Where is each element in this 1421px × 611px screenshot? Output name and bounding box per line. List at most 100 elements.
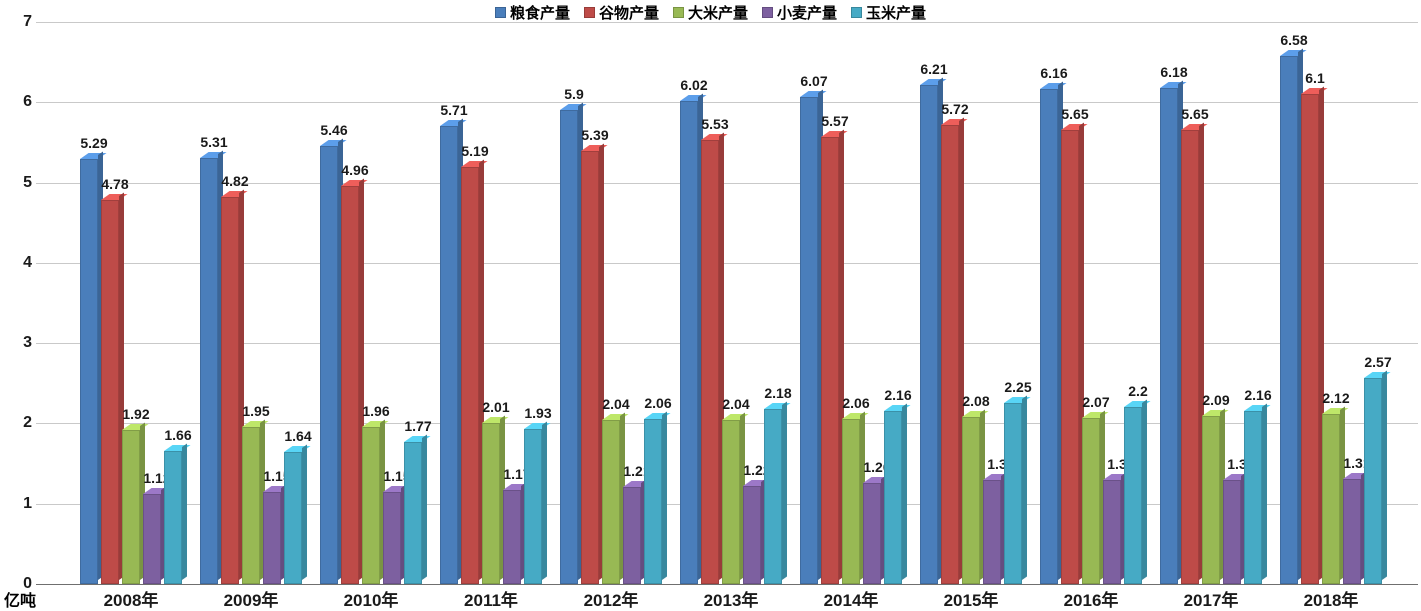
bar (200, 158, 218, 584)
legend-item: 玉米产量 (851, 2, 926, 23)
bar (383, 492, 401, 584)
plot-area: 012345675.294.781.921.121.665.314.821.95… (36, 22, 1418, 584)
bar-value-label: 1.96 (362, 403, 389, 419)
legend-label: 玉米产量 (866, 2, 926, 23)
bar (1004, 403, 1022, 584)
bar-value-label: 5.53 (701, 116, 728, 132)
gridline (36, 102, 1418, 103)
bar (524, 429, 542, 584)
bar (1301, 94, 1319, 584)
bar (1364, 378, 1382, 584)
bar (1343, 479, 1361, 584)
bar-value-label: 2.01 (482, 399, 509, 415)
bar (941, 125, 959, 584)
y-tick-label: 1 (12, 495, 32, 513)
bar (341, 186, 359, 584)
bar-value-label: 5.46 (320, 122, 347, 138)
bar (503, 490, 521, 584)
legend-item: 大米产量 (673, 2, 748, 23)
bar-value-label: 1.95 (242, 403, 269, 419)
bar-value-label: 2.57 (1364, 354, 1391, 370)
y-tick-label: 2 (12, 414, 32, 432)
bar (242, 427, 260, 584)
bar (560, 110, 578, 584)
legend-swatch (762, 7, 773, 18)
bar (764, 409, 782, 584)
bar-value-label: 5.72 (941, 101, 968, 117)
legend-item: 谷物产量 (584, 2, 659, 23)
bar (164, 451, 182, 584)
bar (1202, 416, 1220, 584)
legend-swatch (495, 7, 506, 18)
legend-item: 粮食产量 (495, 2, 570, 23)
bar-value-label: 5.57 (821, 113, 848, 129)
bar-value-label: 2.06 (842, 395, 869, 411)
bar-value-label: 1.64 (284, 428, 311, 444)
legend-label: 小麦产量 (777, 2, 837, 23)
bar-value-label: 1.66 (164, 427, 191, 443)
bar (143, 494, 161, 584)
bar (821, 137, 839, 584)
x-tick-label: 2015年 (944, 586, 999, 611)
bar-value-label: 2.18 (764, 385, 791, 401)
bar-value-label: 2.16 (1244, 387, 1271, 403)
x-tick-label: 2008年 (104, 586, 159, 611)
gridline (36, 22, 1418, 23)
bar-value-label: 4.82 (221, 173, 248, 189)
bar-value-label: 6.21 (920, 61, 947, 77)
bar-value-label: 6.16 (1040, 65, 1067, 81)
x-tick-label: 2016年 (1064, 586, 1119, 611)
legend-swatch (851, 7, 862, 18)
bar (362, 427, 380, 584)
bar (602, 420, 620, 584)
bar (101, 200, 119, 584)
bar (743, 486, 761, 584)
bar-value-label: 5.65 (1061, 106, 1088, 122)
bar-value-label: 2.06 (644, 395, 671, 411)
bar-value-label: 6.1 (1305, 70, 1324, 86)
bar-value-label: 5.29 (80, 135, 107, 151)
bar-value-label: 4.96 (341, 162, 368, 178)
bar (1280, 56, 1298, 584)
bar (1040, 89, 1058, 584)
bar (884, 411, 902, 584)
bar-value-label: 5.19 (461, 143, 488, 159)
y-tick-label: 3 (12, 334, 32, 352)
legend-item: 小麦产量 (762, 2, 837, 23)
y-axis-unit-label: 亿吨 (4, 587, 36, 611)
bar (701, 140, 719, 584)
bar (1103, 480, 1121, 584)
x-tick-label: 2018年 (1304, 586, 1359, 611)
bar (1124, 407, 1142, 584)
legend-label: 大米产量 (688, 2, 748, 23)
bar-value-label: 2.2 (1128, 383, 1147, 399)
bar (722, 420, 740, 584)
legend-swatch (584, 7, 595, 18)
legend-label: 谷物产量 (599, 2, 659, 23)
x-tick-label: 2014年 (824, 586, 879, 611)
bar-value-label: 4.78 (101, 176, 128, 192)
bar-value-label: 2.04 (602, 396, 629, 412)
bar (1061, 130, 1079, 584)
x-tick-label: 2011年 (464, 586, 518, 611)
y-tick-label: 5 (12, 174, 32, 192)
bar-value-label: 2.09 (1202, 392, 1229, 408)
x-tick-label: 2009年 (224, 586, 279, 611)
bar-value-label: 6.18 (1160, 64, 1187, 80)
bar-value-label: 5.9 (564, 86, 583, 102)
bar (1082, 418, 1100, 584)
bar-value-label: 2.08 (962, 393, 989, 409)
legend-label: 粮食产量 (510, 2, 570, 23)
x-tick-label: 2012年 (584, 586, 639, 611)
bar (482, 423, 500, 584)
bar-value-label: 6.58 (1280, 32, 1307, 48)
bar (221, 197, 239, 584)
y-tick-label: 4 (12, 254, 32, 272)
bar (1322, 414, 1340, 584)
bar-value-label: 1.93 (524, 405, 551, 421)
bar-value-label: 6.02 (680, 77, 707, 93)
x-tick-label: 2010年 (344, 586, 399, 611)
bar (680, 101, 698, 584)
bar (320, 146, 338, 584)
bar-value-label: 2.04 (722, 396, 749, 412)
